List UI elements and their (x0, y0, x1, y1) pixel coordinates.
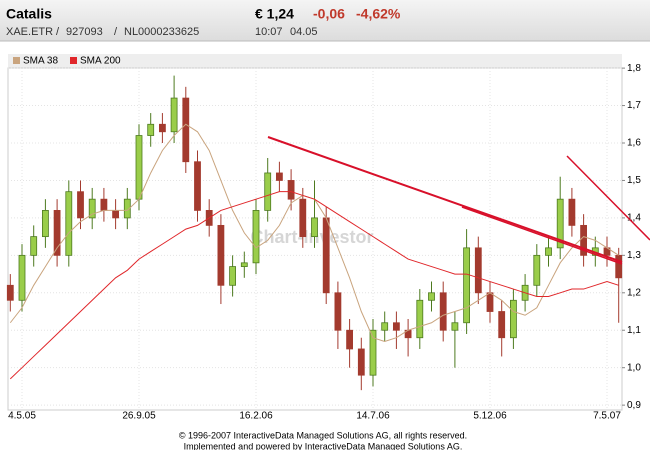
candle-body (451, 322, 459, 331)
candle-body (439, 292, 447, 331)
legend-label: SMA 38 (23, 56, 58, 67)
candle-body (135, 135, 143, 200)
candle-body (53, 210, 61, 256)
trend-line (267, 136, 623, 263)
candle-body (229, 266, 237, 286)
candle-body (322, 217, 330, 294)
candle-body (498, 311, 506, 339)
candle-body (474, 247, 482, 294)
legend-swatch (13, 57, 20, 64)
candle-body (100, 198, 108, 211)
candle-body (182, 97, 190, 163)
candle-body (486, 292, 494, 312)
y-tick-label: 1,5 (627, 175, 641, 186)
y-tick-label: 1,0 (627, 362, 641, 373)
candle-body (6, 284, 14, 301)
candle-body (615, 254, 623, 279)
wkn: 927093 (66, 26, 103, 38)
y-tick-label: 0,9 (627, 400, 641, 411)
separator: / (56, 26, 60, 38)
candle-body (147, 123, 155, 136)
candle-body (275, 172, 283, 181)
candle-body (346, 329, 354, 350)
header-band (0, 0, 650, 41)
legend-label: SMA 200 (80, 56, 121, 67)
candle-body (77, 191, 84, 219)
candle-body (509, 299, 517, 339)
candle-body (18, 254, 26, 301)
isin: NL0000233625 (124, 26, 199, 38)
y-tick-label: 1,6 (627, 138, 641, 149)
x-tick-label: 4.5.05 (8, 411, 36, 422)
date: 04.05 (290, 26, 318, 38)
candle-body (311, 217, 318, 238)
candle-body (194, 161, 201, 211)
x-tick-label: 7.5.07 (593, 411, 621, 422)
candle-body (556, 198, 564, 249)
candle-body (568, 198, 576, 226)
candle-body (369, 329, 377, 376)
candle-body (240, 262, 248, 267)
y-tick-label: 1,1 (627, 325, 641, 336)
candle-body (158, 123, 166, 133)
candle-body (30, 236, 38, 256)
footer-line: © 1996-2007 InteractiveData Managed Solu… (179, 430, 467, 440)
x-tick-label: 16.2.06 (239, 411, 273, 422)
legend-swatch (70, 57, 77, 64)
x-tick-label: 14.7.06 (356, 411, 390, 422)
y-tick-label: 1,8 (627, 63, 641, 74)
change-pct: -4,62% (356, 6, 401, 22)
footer-line: Implemented and powered by InteractiveDa… (184, 441, 463, 450)
y-tick-label: 1,2 (627, 287, 641, 298)
candle-body (381, 322, 389, 331)
candle-body (112, 210, 119, 219)
candle-body (88, 198, 96, 219)
legend-band (8, 54, 622, 68)
y-tick-label: 1,3 (627, 250, 641, 261)
candle-body (264, 172, 272, 211)
candle-body (252, 210, 260, 264)
candle-body (299, 198, 307, 238)
candle-body (392, 322, 400, 331)
candle-body (123, 198, 131, 219)
price: € 1,24 (255, 6, 294, 22)
candle-body (217, 224, 225, 286)
separator: / (114, 26, 118, 38)
trend-line (566, 155, 650, 241)
candle-body (170, 97, 178, 133)
candle-body (533, 254, 541, 286)
candle-body (65, 191, 73, 256)
stock-name: Catalis (6, 6, 52, 22)
change: -0,06 (313, 6, 345, 22)
candle-body (416, 299, 424, 339)
candle-body (545, 247, 552, 256)
candle-body (42, 210, 49, 238)
candle-body (287, 180, 295, 200)
sma-line (9, 191, 619, 380)
exchange: XAE.ETR (6, 26, 53, 38)
candle-body (428, 292, 435, 301)
trend-line (461, 206, 623, 265)
candle-body (357, 348, 365, 376)
y-tick-label: 1,7 (627, 100, 641, 111)
candle-body (463, 247, 471, 324)
x-tick-label: 26.9.05 (122, 411, 156, 422)
x-tick-label: 5.12.06 (473, 411, 507, 422)
time: 10:07 (255, 26, 283, 38)
candle-body (580, 224, 587, 256)
candle-body (334, 292, 342, 331)
y-tick-label: 1,4 (627, 213, 641, 224)
